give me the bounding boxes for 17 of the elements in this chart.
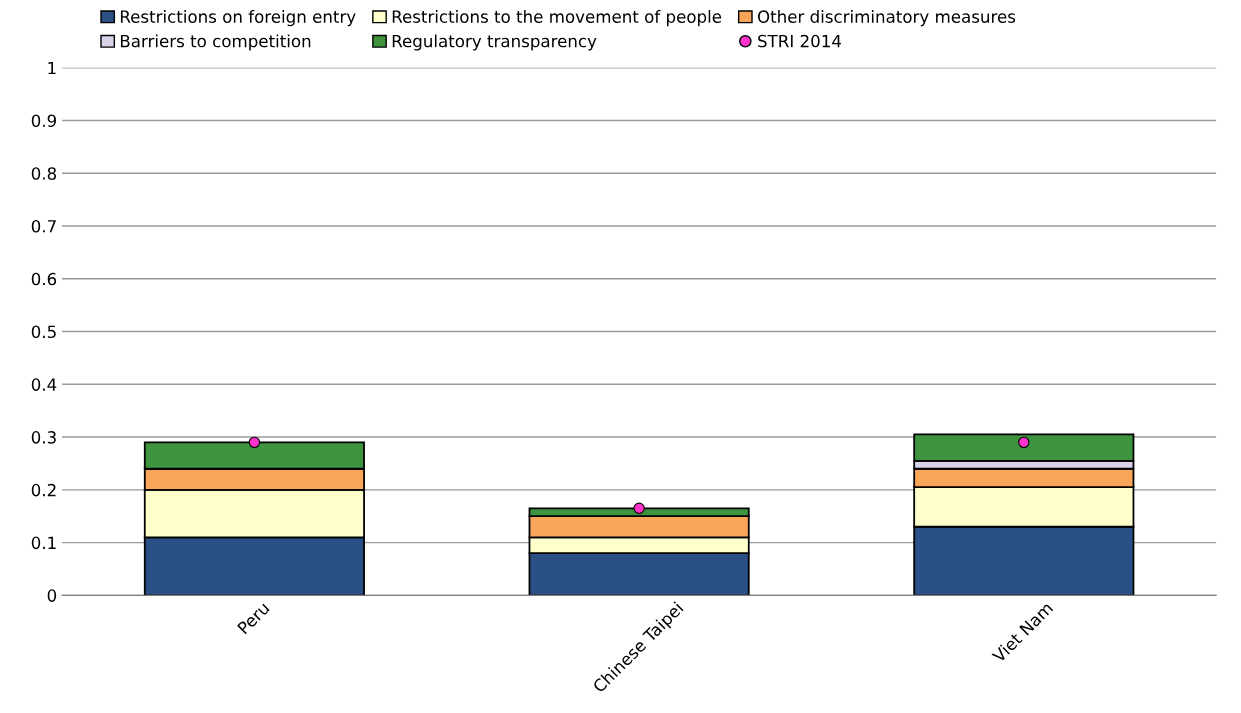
legend-label: Restrictions to the movement of people <box>392 10 722 27</box>
y-tick-label: 0.8 <box>31 167 57 180</box>
legend-label: STRI 2014 <box>758 34 842 48</box>
y-tick-label: 0.2 <box>31 483 56 497</box>
y-tick-label: 0 <box>47 589 57 602</box>
y-tick-label: 0.1 <box>31 536 56 550</box>
y-tick-label: 0.5 <box>31 325 56 339</box>
y-tick-label: 0.3 <box>31 431 56 444</box>
y-tick-label: 1 <box>48 61 56 75</box>
y-tick-label: 0.9 <box>31 114 57 128</box>
legend-label: Barriers to competition <box>120 34 311 51</box>
y-tick-label: 0.7 <box>31 219 56 233</box>
legend-label: Other discriminatory measures <box>757 10 1016 27</box>
y-tick-label: 0.6 <box>31 272 57 286</box>
legend-label: Regulatory transparency <box>392 34 597 51</box>
legend-label: Restrictions on foreign entry <box>120 10 356 27</box>
y-tick-label: 0.4 <box>31 378 57 391</box>
